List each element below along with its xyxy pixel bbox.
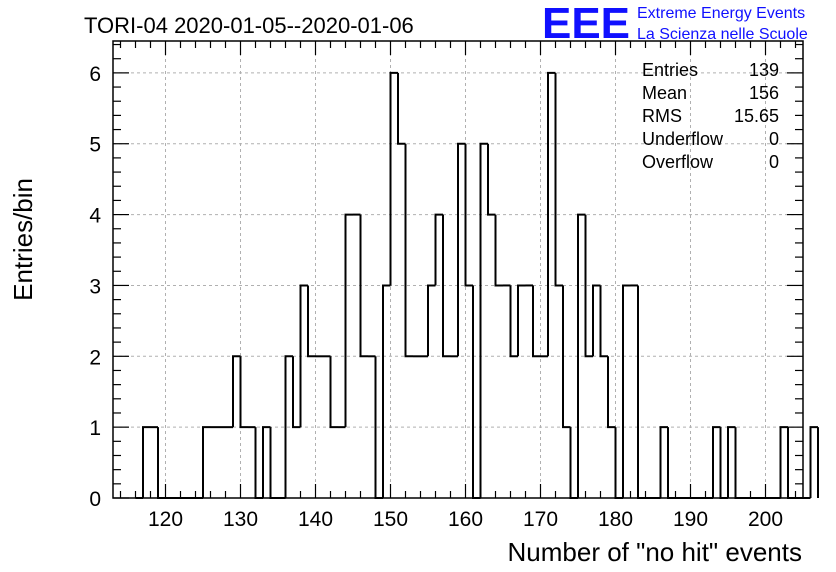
- histogram-bin: [382, 284, 391, 498]
- stat-mean-value: 156: [749, 83, 779, 103]
- histogram-bin: [712, 426, 721, 498]
- histogram-bin: [239, 356, 248, 429]
- histogram-bin: [637, 285, 646, 499]
- histogram-bin: [434, 213, 443, 286]
- histogram-bin: [269, 427, 278, 499]
- x-tick-label: 180: [598, 508, 633, 531]
- histogram-bin: [472, 285, 481, 499]
- histogram-bin: [299, 284, 308, 428]
- histogram-bin: [532, 285, 541, 358]
- histogram-bin: [457, 142, 466, 357]
- histogram-bin: [142, 426, 151, 498]
- y-tick-label: 0: [89, 488, 101, 511]
- histogram-bin: [262, 426, 271, 498]
- stat-entries-label: Entries: [642, 60, 698, 80]
- x-tick-label: 190: [673, 508, 708, 531]
- stat-rms-value: 15.65: [734, 106, 779, 126]
- histogram-bin: [614, 427, 623, 499]
- x-axis-label: Number of "no hit" events: [508, 537, 803, 567]
- histogram-bin: [667, 427, 676, 499]
- logo-mark: EEE: [542, 0, 630, 48]
- histogram-bin: [554, 72, 563, 287]
- histogram-bin: [494, 214, 503, 287]
- histogram-bin: [232, 355, 241, 428]
- y-tick-label: 3: [89, 275, 101, 298]
- histogram-bin: [344, 213, 353, 428]
- x-tick-label: 130: [223, 508, 258, 531]
- plot-frame: [112, 40, 804, 499]
- y-tick-label: 5: [89, 134, 101, 157]
- histogram-bin: [787, 427, 796, 499]
- histogram-bin: [479, 142, 488, 498]
- y-tick-label: 1: [89, 417, 101, 440]
- histogram-bin: [397, 72, 406, 145]
- histogram-bin: [577, 213, 586, 498]
- histogram-bin: [569, 427, 578, 499]
- y-axis-label: Entries/bin: [8, 178, 38, 301]
- x-tick-label: 160: [448, 508, 483, 531]
- histogram-bin: [307, 285, 316, 358]
- histogram-bin: [779, 426, 788, 498]
- histogram-bin: [329, 356, 338, 429]
- stat-underflow-value: 0: [769, 129, 779, 149]
- logo-line2: La Scienza nelle Scuole: [637, 26, 808, 43]
- histogram-bin: [202, 426, 211, 498]
- histogram-bin: [157, 427, 166, 499]
- x-tick-label: 150: [373, 508, 408, 531]
- chart-title: TORI-04 2020-01-05--2020-01-06: [84, 13, 414, 38]
- histogram-bin: [509, 285, 518, 358]
- histogram-bin: [292, 356, 301, 429]
- stats-box: Entries 139 Mean 156 RMS 15.65 Underflow…: [642, 60, 779, 172]
- stat-overflow-label: Overflow: [642, 152, 714, 172]
- histogram-bin: [584, 214, 593, 358]
- x-tick-label: 170: [523, 508, 558, 531]
- stat-overflow-value: 0: [769, 152, 779, 172]
- histogram-bin: [734, 427, 743, 499]
- y-tick-label: 6: [89, 63, 101, 86]
- histogram-bin: [404, 143, 413, 358]
- y-tick-label: 2: [89, 346, 101, 369]
- logo: EEE Extreme Energy Events La Scienza nel…: [542, 0, 808, 48]
- histogram-bin: [517, 284, 526, 357]
- histogram-bin: [389, 71, 398, 286]
- histogram-bin: [464, 143, 473, 287]
- histogram-bin: [599, 285, 608, 358]
- histogram-bin: [659, 426, 668, 498]
- histogram-bin: [622, 284, 631, 498]
- x-tick-label: 120: [148, 508, 183, 531]
- histogram-bin: [487, 143, 496, 216]
- x-tick-label: 200: [748, 508, 783, 531]
- histogram-bin: [727, 426, 736, 498]
- stat-entries-value: 139: [749, 60, 779, 80]
- histogram-bin: [547, 71, 556, 357]
- stat-underflow-label: Underflow: [642, 129, 724, 149]
- x-tick-label: 140: [298, 508, 333, 531]
- histogram-bin: [284, 355, 293, 498]
- logo-line1: Extreme Energy Events: [637, 5, 805, 22]
- stat-mean-label: Mean: [642, 83, 687, 103]
- histogram-bin: [359, 214, 368, 358]
- histogram-bin: [442, 214, 451, 358]
- histogram-bin: [562, 285, 571, 429]
- histogram-bin: [592, 284, 601, 357]
- histogram-bin: [719, 427, 728, 499]
- histogram-bin: [254, 427, 263, 499]
- histogram-bin: [427, 284, 436, 357]
- histogram-bin: [809, 426, 818, 498]
- histogram-bin: [607, 356, 616, 429]
- axis-ticks: 120 130 140 150 160 170 180 190 200 0 1 2 3 4 5 6: [89, 41, 803, 531]
- stat-rms-label: RMS: [642, 106, 682, 126]
- y-tick-label: 4: [89, 205, 101, 228]
